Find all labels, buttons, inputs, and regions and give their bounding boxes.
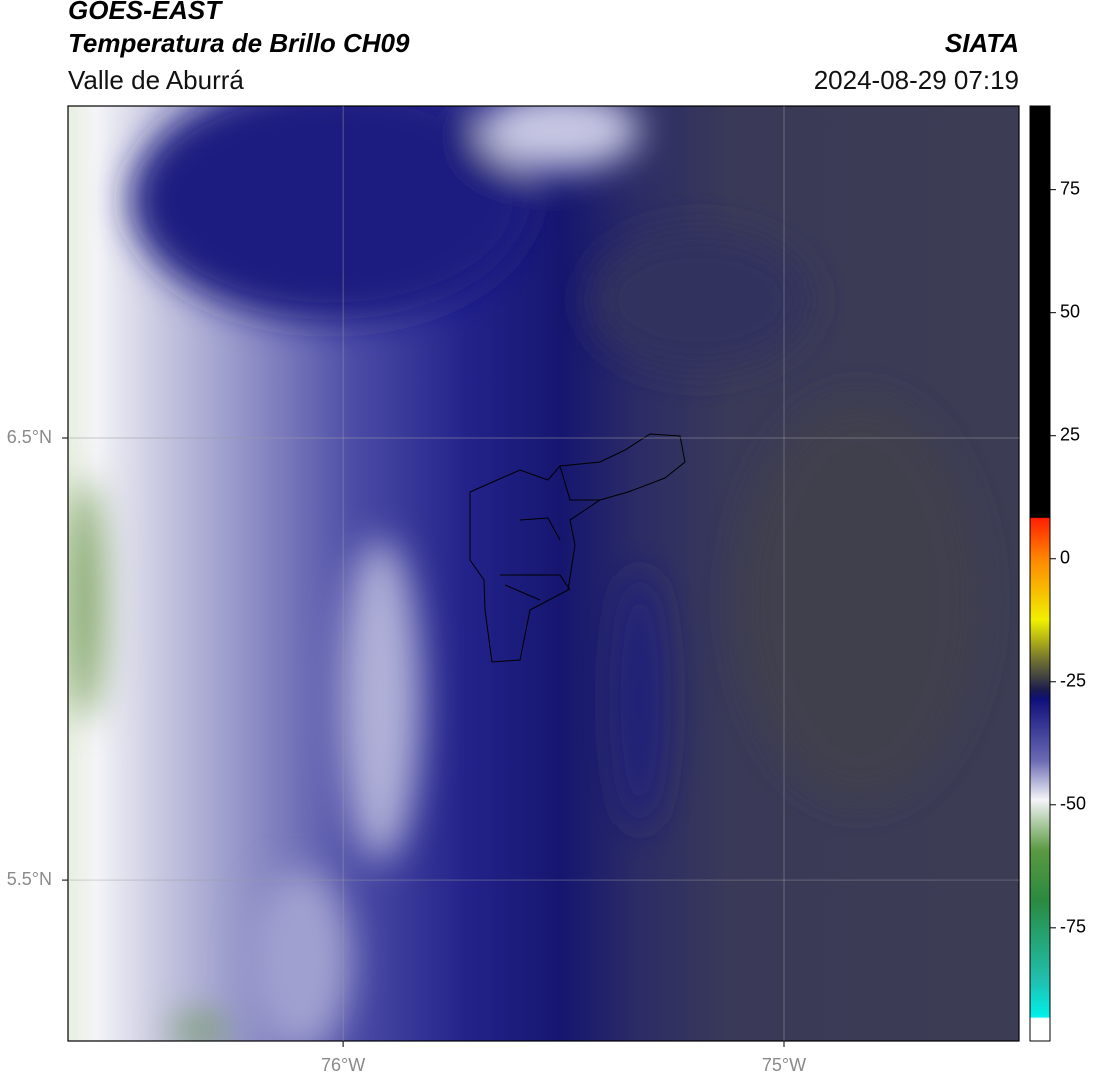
region: Valle de Aburrá <box>68 65 244 95</box>
agency: SIATA <box>945 28 1019 58</box>
colorbar-label: -50 <box>1060 794 1086 814</box>
title: GOES-EAST <box>68 0 223 25</box>
colorbar-label: -75 <box>1060 917 1086 937</box>
colorbar-label: -25 <box>1060 671 1086 691</box>
map-frame <box>67 105 1020 1042</box>
timestamp: 2024-08-29 07:19 <box>814 65 1019 95</box>
subtitle: Temperatura de Brillo CH09 <box>68 28 410 58</box>
lon-label: 75°W <box>762 1055 806 1075</box>
colorbar-label: 50 <box>1060 301 1080 321</box>
colorbar <box>1029 105 1051 1042</box>
lat-label: 5.5°N <box>7 869 52 889</box>
lat-label: 6.5°N <box>7 427 52 447</box>
colorbar-label: 75 <box>1060 178 1080 198</box>
satellite-image <box>68 106 1019 1041</box>
colorbar-label: 0 <box>1060 547 1070 567</box>
lon-label: 76°W <box>321 1055 365 1075</box>
colorbar-label: 25 <box>1060 424 1080 444</box>
